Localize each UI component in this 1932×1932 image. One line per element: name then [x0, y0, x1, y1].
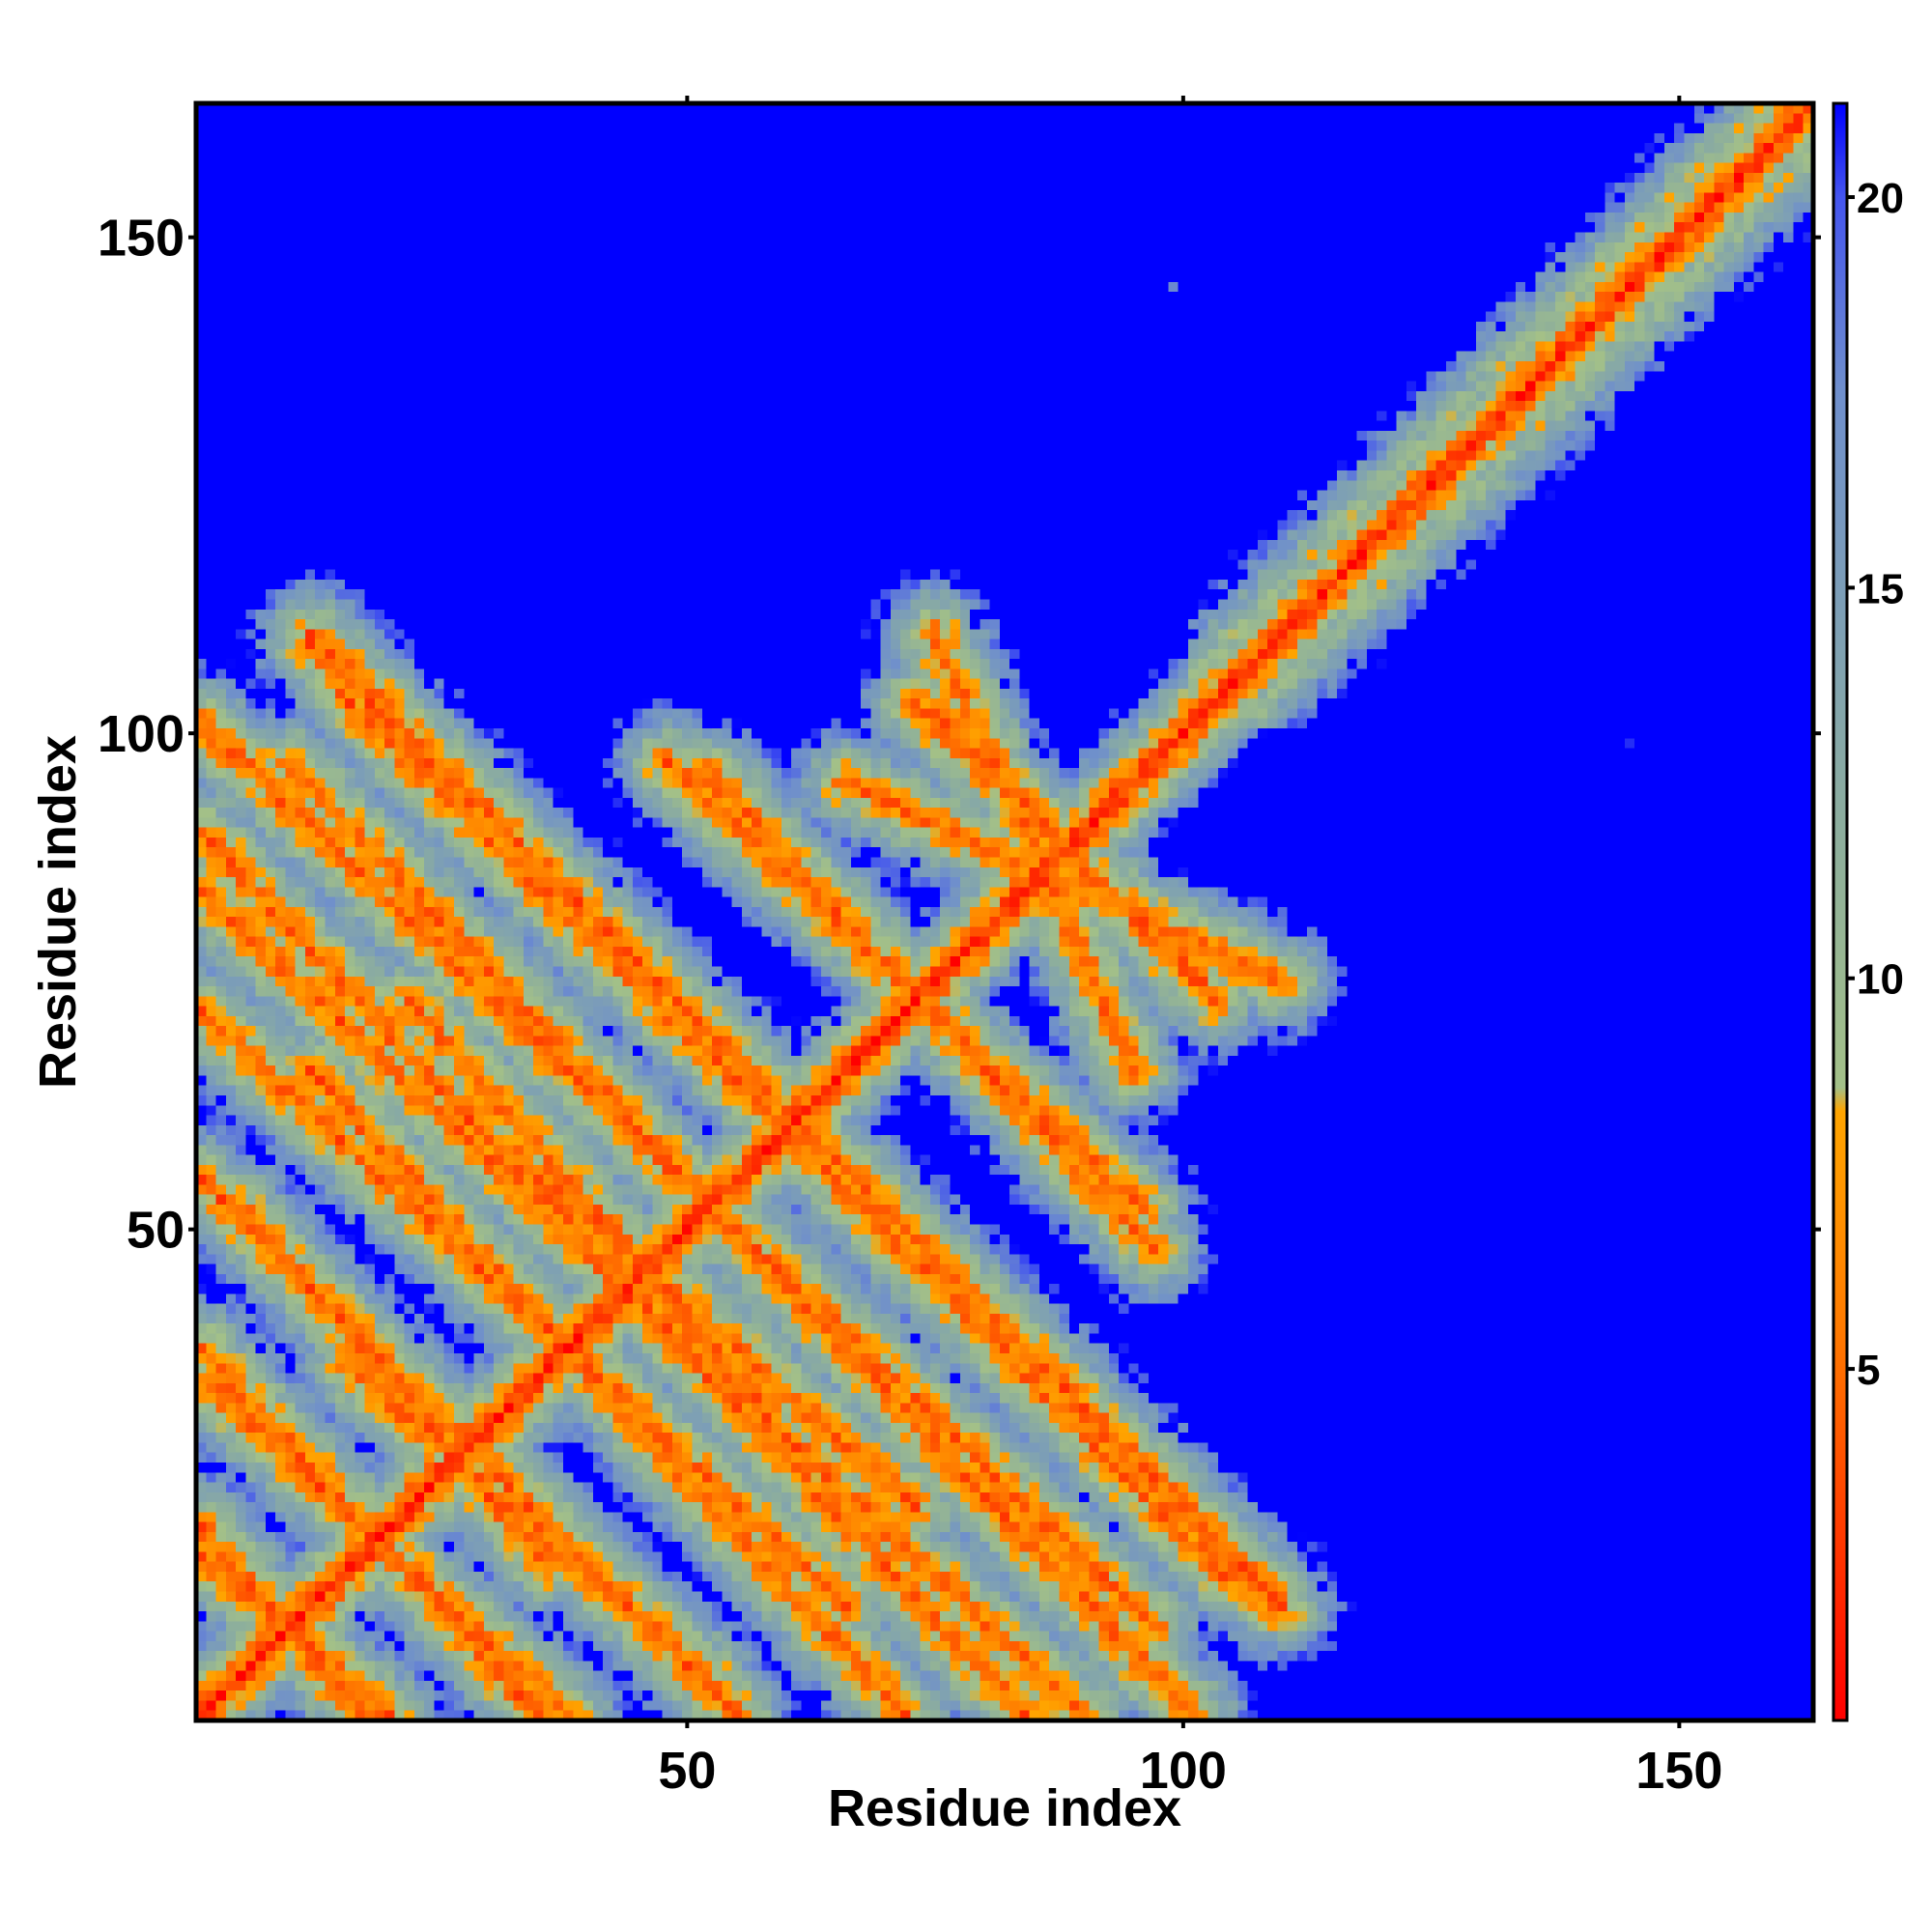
y-axis-label: Residue index [29, 735, 87, 1089]
colorbar: 5 10 15 20 [1832, 101, 1904, 1722]
x-tick-label: 150 [1635, 1742, 1722, 1800]
axis-ticks: 50 100 150 50 100 150 [98, 96, 1821, 1800]
colorbar-tick-label: 5 [1857, 1347, 1880, 1394]
colorbar-tick-label: 15 [1857, 565, 1904, 612]
plot-frame [193, 100, 1816, 1723]
y-tick-label: 50 [127, 1202, 185, 1260]
colorbar-tick-label: 20 [1857, 175, 1904, 222]
heatmap-cells [196, 103, 1813, 1720]
x-tick-label: 100 [1140, 1742, 1227, 1800]
y-tick-label: 100 [98, 705, 185, 763]
heatmap-image [196, 103, 1813, 1720]
x-axis-label: Residue index [828, 1779, 1181, 1837]
colorbar-tick-label: 10 [1857, 956, 1904, 1004]
x-tick-label: 50 [658, 1742, 716, 1800]
y-tick-label: 150 [98, 210, 185, 268]
colorbar-gradient [1832, 101, 1849, 1722]
